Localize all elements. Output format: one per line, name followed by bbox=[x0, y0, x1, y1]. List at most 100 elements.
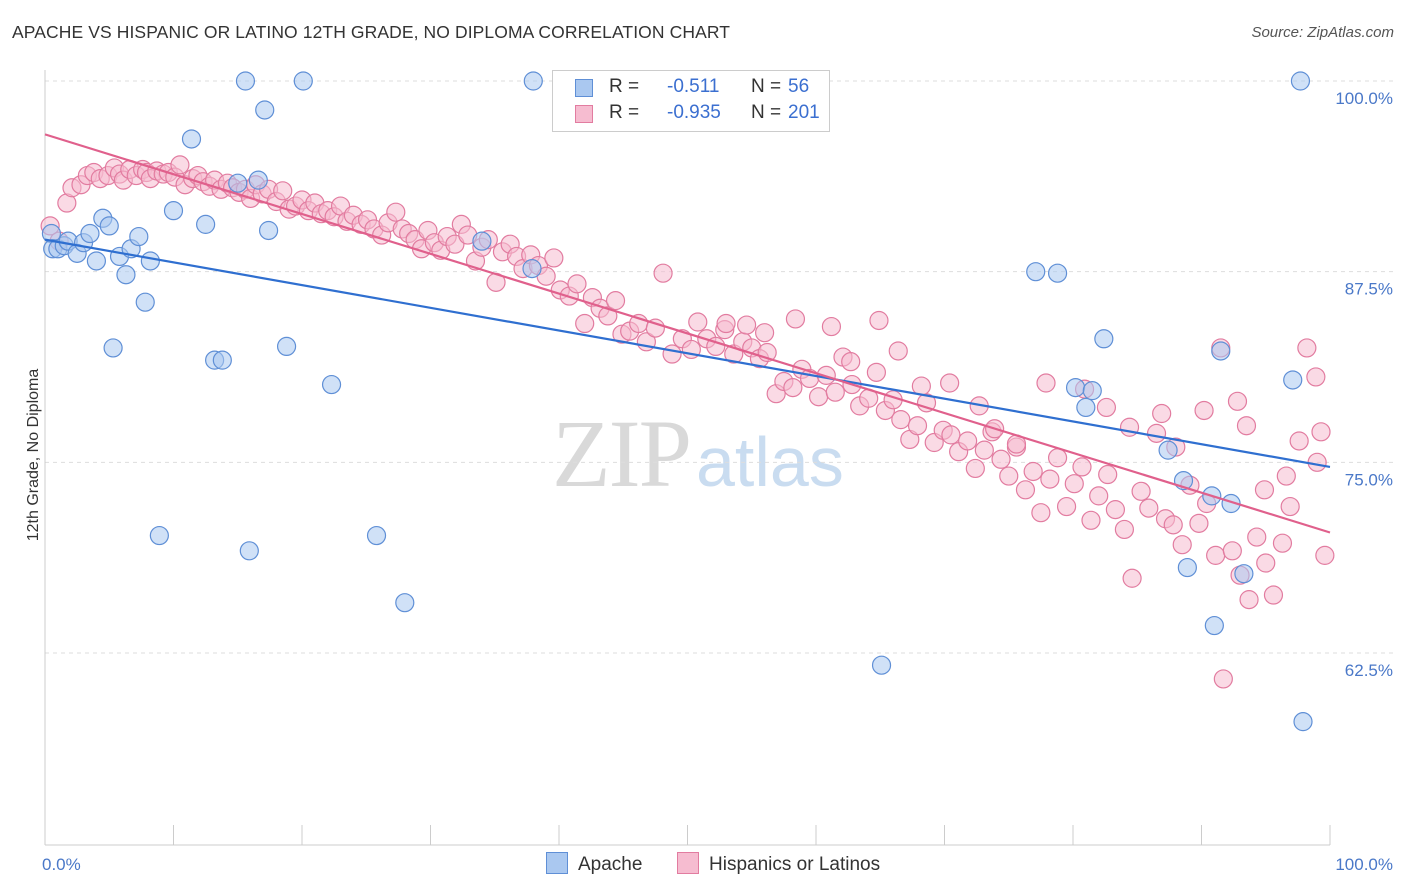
apache-point-23 bbox=[212, 350, 232, 370]
hispanics-point-92 bbox=[653, 263, 673, 283]
apache-point-10 bbox=[99, 216, 119, 236]
legend-item-apache[interactable]: Apache bbox=[546, 852, 642, 876]
hispanics-point-149 bbox=[1131, 481, 1151, 501]
apache-point-38 bbox=[871, 655, 892, 675]
hispanics-point-117 bbox=[866, 362, 886, 382]
apache-point-42 bbox=[1076, 397, 1096, 418]
hispanics-point-135 bbox=[1015, 480, 1036, 500]
hispanics-point-128 bbox=[958, 431, 978, 451]
hispanics-point-141 bbox=[1064, 474, 1084, 494]
hispanics-point-146 bbox=[1105, 500, 1126, 520]
apache-point-45 bbox=[1158, 440, 1178, 460]
legend-item-hispanics[interactable]: Hispanics or Latinos bbox=[677, 852, 880, 876]
y-tick-label-1: 75.0% bbox=[1345, 470, 1393, 489]
hispanics-point-82 bbox=[575, 313, 595, 334]
stats-legend: R = -0.511 N = 56 R = -0.935 N = 201 bbox=[552, 70, 830, 132]
hispanics-point-170 bbox=[1306, 367, 1326, 387]
legend-swatch-hispanics bbox=[677, 852, 699, 874]
legend-n-value-hispanics: 201 bbox=[788, 102, 820, 123]
apache-point-37 bbox=[523, 71, 543, 91]
hispanics-point-166 bbox=[1272, 533, 1293, 553]
hispanics-point-132 bbox=[991, 449, 1011, 469]
apache-point-17 bbox=[140, 251, 160, 271]
legend-r-label: R = bbox=[609, 76, 640, 97]
y-tick-label-0: 62.5% bbox=[1345, 661, 1393, 680]
apache-point-7 bbox=[80, 223, 100, 244]
legend-label-hispanics: Hispanics or Latinos bbox=[709, 854, 881, 875]
hispanics-point-167 bbox=[1280, 496, 1300, 517]
y-tick-label-3: 100.0% bbox=[1335, 89, 1393, 108]
hispanics-point-182 bbox=[1036, 373, 1056, 393]
apache-point-30 bbox=[276, 336, 297, 357]
hispanics-point-55 bbox=[386, 202, 406, 222]
hispanics-point-112 bbox=[825, 382, 845, 402]
x-tick-label-1: 100.0% bbox=[1335, 855, 1393, 874]
hispanics-point-196 bbox=[1276, 466, 1296, 486]
apache-point-8 bbox=[86, 251, 107, 271]
hispanics-point-195 bbox=[716, 313, 736, 334]
hispanics-point-191 bbox=[821, 316, 842, 337]
hispanics-point-85 bbox=[598, 306, 618, 326]
apache-point-41 bbox=[1065, 377, 1086, 398]
hispanics-point-148 bbox=[1122, 568, 1142, 588]
series-hispanics-points bbox=[40, 155, 1335, 689]
apache-point-34 bbox=[395, 593, 415, 613]
hispanics-point-194 bbox=[737, 315, 757, 335]
hispanics-point-190 bbox=[841, 352, 861, 372]
apache-point-11 bbox=[103, 338, 123, 358]
apache-point-13 bbox=[116, 265, 136, 285]
hispanics-point-126 bbox=[941, 425, 961, 445]
axes bbox=[44, 70, 1331, 846]
hispanics-point-176 bbox=[1194, 400, 1214, 421]
hispanics-point-86 bbox=[605, 291, 626, 311]
hispanics-point-93 bbox=[662, 344, 682, 364]
hispanics-point-140 bbox=[1056, 496, 1077, 517]
apache-point-49 bbox=[1204, 615, 1224, 636]
apache-point-31 bbox=[293, 71, 313, 91]
apache-point-55 bbox=[1290, 71, 1311, 91]
hispanics-point-143 bbox=[1081, 510, 1101, 530]
legend-swatch-hispanics bbox=[575, 105, 593, 123]
apache-point-21 bbox=[196, 214, 216, 234]
hispanics-point-175 bbox=[1227, 391, 1248, 411]
apache-point-32 bbox=[321, 374, 342, 395]
apache-point-54 bbox=[1293, 712, 1313, 732]
watermark-zip: ZIP bbox=[552, 400, 692, 507]
hispanics-point-81 bbox=[567, 274, 587, 294]
series-apache-points bbox=[41, 71, 1313, 732]
hispanics-point-151 bbox=[1146, 423, 1167, 443]
hispanics-point-197 bbox=[1254, 480, 1275, 500]
hispanics-point-122 bbox=[907, 416, 928, 436]
legend-n-value-apache: 56 bbox=[788, 76, 810, 97]
hispanics-point-136 bbox=[1023, 461, 1043, 482]
apache-point-43 bbox=[1082, 381, 1102, 401]
apache-point-29 bbox=[258, 220, 279, 241]
hispanics-point-178 bbox=[1152, 403, 1172, 424]
hispanics-point-110 bbox=[808, 387, 829, 407]
hispanics-point-169 bbox=[1297, 338, 1317, 358]
hispanics-point-138 bbox=[1040, 469, 1060, 489]
hispanics-point-172 bbox=[1315, 545, 1335, 565]
hispanics-point-156 bbox=[1189, 513, 1209, 533]
y-axis-title: 12th Grade, No Diploma bbox=[25, 369, 42, 542]
apache-point-24 bbox=[228, 173, 248, 193]
hispanics-trend-line bbox=[44, 133, 1331, 534]
hispanics-point-21 bbox=[170, 155, 190, 175]
hispanics-point-168 bbox=[1289, 431, 1309, 451]
apache-point-33 bbox=[366, 525, 387, 546]
legend-r-value-apache: -0.511 bbox=[667, 76, 720, 97]
hispanics-point-107 bbox=[783, 377, 803, 398]
hispanics-point-142 bbox=[1072, 457, 1092, 477]
hispanics-point-38 bbox=[273, 181, 293, 201]
apache-trend-line bbox=[44, 238, 1331, 468]
hispanics-point-186 bbox=[940, 373, 960, 393]
hispanics-point-153 bbox=[1163, 515, 1183, 535]
apache-point-20 bbox=[181, 129, 202, 149]
hispanics-point-160 bbox=[1222, 541, 1242, 561]
hispanics-point-192 bbox=[785, 309, 806, 329]
apache-point-39 bbox=[1026, 262, 1046, 282]
apache-point-27 bbox=[248, 170, 268, 190]
y-tick-label-2: 87.5% bbox=[1345, 280, 1393, 299]
legend-n-label: N = bbox=[751, 76, 782, 97]
